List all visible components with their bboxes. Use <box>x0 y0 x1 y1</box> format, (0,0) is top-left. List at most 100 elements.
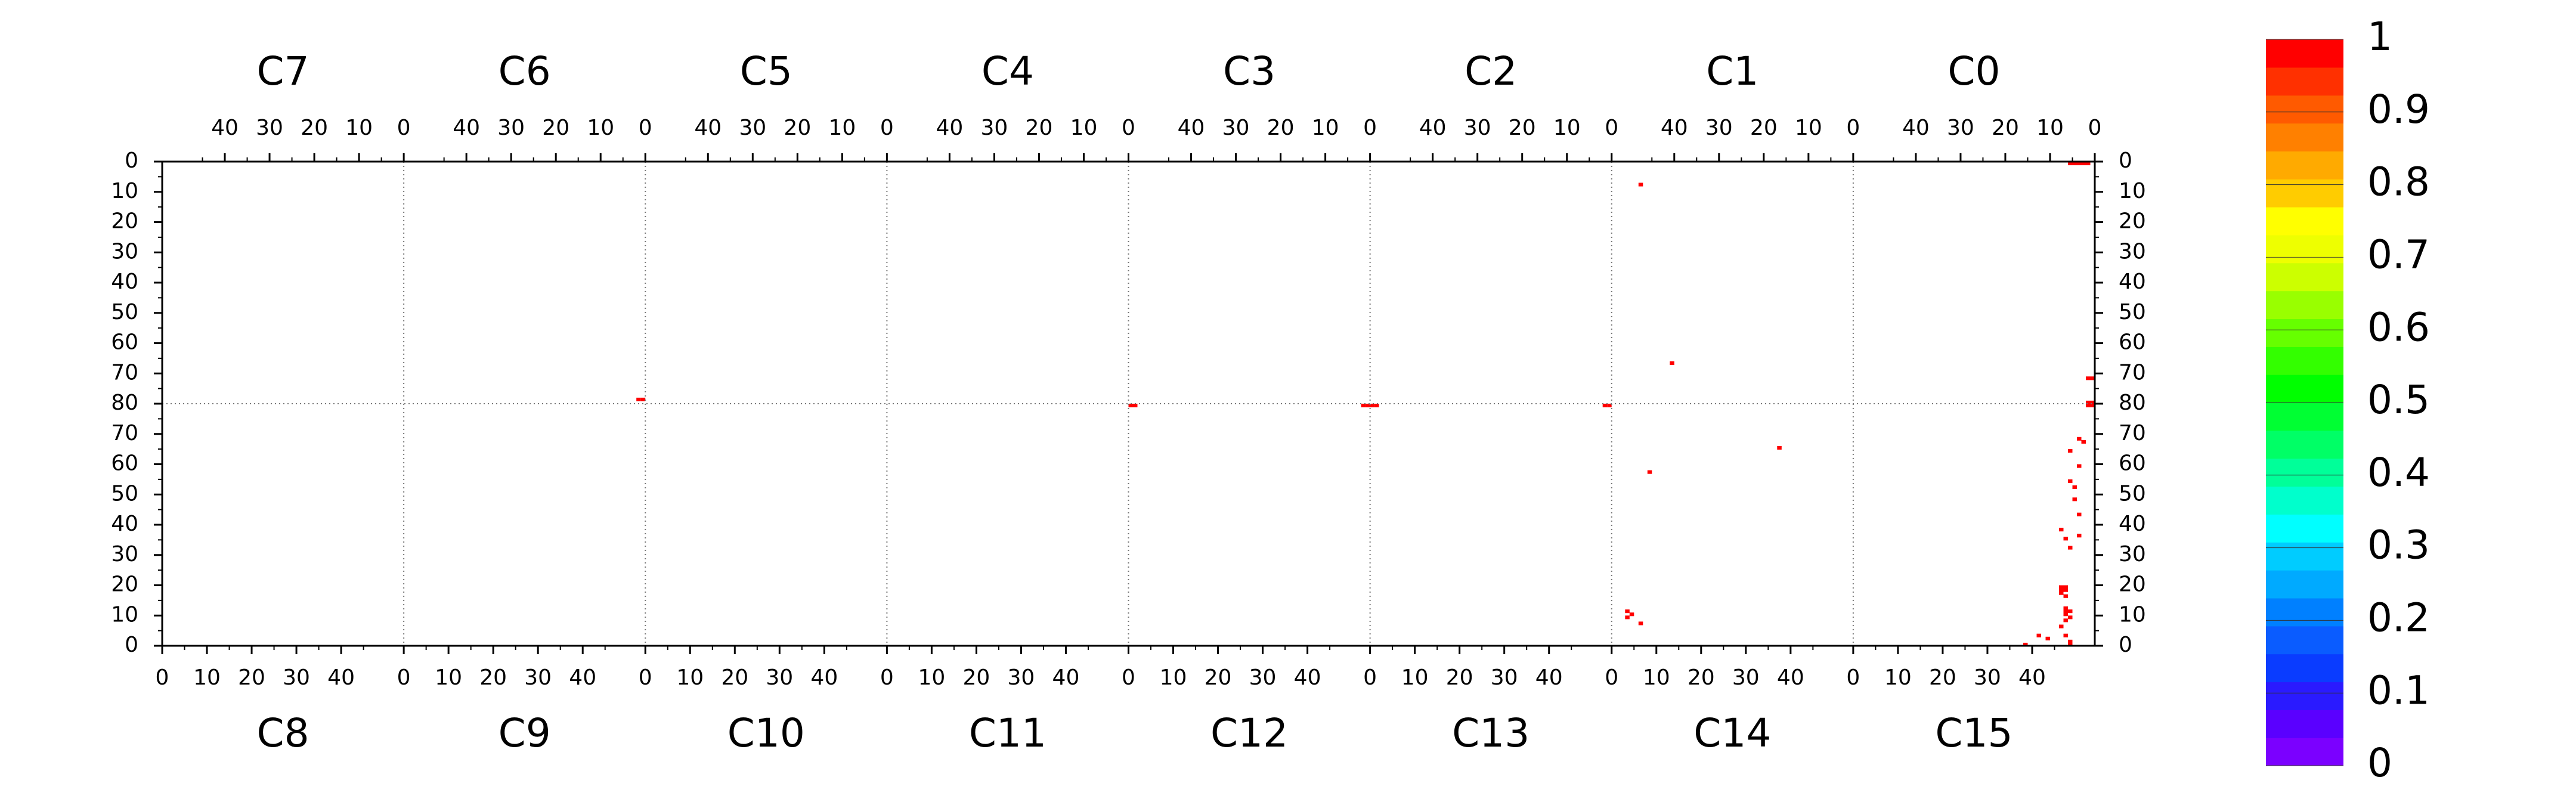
top-x-tick-label: 0 <box>2088 116 2102 140</box>
colorbar-segment <box>2266 207 2343 236</box>
right-y-tick-label: 50 <box>2119 300 2146 324</box>
hit-cell <box>2068 639 2073 643</box>
bottom-x-tick-label: 0 <box>1846 665 1860 690</box>
top-x-tick-label: 30 <box>256 116 283 140</box>
colorbar-segment <box>2266 570 2343 599</box>
colorbar-segment <box>2266 738 2343 766</box>
top-x-tick-label: 10 <box>1795 116 1822 140</box>
bottom-x-tick-label: 0 <box>880 665 894 690</box>
bottom-x-tick-label: 20 <box>479 665 507 690</box>
bottom-x-tick-label: 40 <box>1294 665 1321 690</box>
bottom-x-tick-label: 10 <box>918 665 945 690</box>
top-x-tick-label: 20 <box>301 116 328 140</box>
top-chamber-label: C0 <box>1948 48 2000 94</box>
top-x-tick-label: 20 <box>1267 116 1295 140</box>
top-x-tick-label: 30 <box>1222 116 1250 140</box>
right-y-tick-label: 40 <box>2119 512 2146 536</box>
hit-cell <box>2090 404 2095 408</box>
top-x-tick-label: 20 <box>1509 116 1536 140</box>
top-chamber-label: C4 <box>982 48 1034 94</box>
bottom-chamber-label: C13 <box>1452 710 1530 756</box>
top-x-tick-label: 20 <box>1992 116 2019 140</box>
hit-cell <box>2063 585 2068 589</box>
colorbar-segment <box>2266 95 2343 124</box>
hit-cell <box>2063 606 2068 611</box>
top-x-tick-label: 40 <box>694 116 722 140</box>
top-x-tick-label: 40 <box>1661 116 1688 140</box>
left-y-tick-label: 60 <box>111 330 138 355</box>
right-y-tick-label: 80 <box>2119 391 2146 415</box>
bottom-x-tick-label: 0 <box>1363 665 1377 690</box>
bottom-x-tick-label: 30 <box>1974 665 2001 690</box>
right-y-tick-label: 0 <box>2119 148 2132 173</box>
top-x-tick-label: 10 <box>2036 116 2064 140</box>
bottom-x-tick-label: 10 <box>1401 665 1429 690</box>
colorbar-tick-label: 0.5 <box>2367 377 2430 423</box>
hit-cell <box>1133 404 1138 408</box>
hit-cell <box>2063 594 2068 598</box>
hit-cell <box>2081 162 2086 166</box>
hit-cell <box>1638 621 1643 626</box>
hit-cell <box>2086 376 2091 380</box>
hit-cell <box>1361 404 1366 408</box>
colorbar-segment <box>2266 402 2343 431</box>
top-chamber-label: C1 <box>1706 48 1758 94</box>
colorbar-tick-label: 0.8 <box>2367 159 2430 205</box>
bottom-x-tick-label: 0 <box>1605 665 1618 690</box>
colorbar-segment <box>2266 374 2343 403</box>
hit-cell <box>1625 615 1630 620</box>
top-x-tick-label: 10 <box>1553 116 1581 140</box>
bottom-x-tick-label: 20 <box>1446 665 1473 690</box>
left-y-tick-label: 10 <box>111 602 138 627</box>
top-x-tick-label: 10 <box>1070 116 1098 140</box>
right-y-tick-label: 60 <box>2119 330 2146 355</box>
hit-cell <box>2086 400 2091 404</box>
bottom-x-tick-label: 20 <box>721 665 748 690</box>
top-x-tick-label: 20 <box>542 116 569 140</box>
top-x-tick-label: 10 <box>1312 116 1339 140</box>
top-x-tick-label: 30 <box>981 116 1008 140</box>
left-y-tick-label: 20 <box>111 572 138 597</box>
hit-cell <box>1602 404 1608 408</box>
bottom-x-tick-label: 30 <box>1732 665 1760 690</box>
hit-cell <box>1625 609 1630 614</box>
hit-cell <box>636 397 641 401</box>
bottom-x-tick-label: 40 <box>2018 665 2046 690</box>
axis-labels: 40 30 20 10 0 C7 0 10 20 30 40 C8 40 30 20 10 0 C6 0 10 20 30… <box>111 48 2146 756</box>
bottom-x-tick-label: 30 <box>283 665 310 690</box>
top-x-tick-label: 10 <box>345 116 373 140</box>
bottom-x-tick-label: 20 <box>1929 665 1956 690</box>
bottom-x-tick-label: 0 <box>1122 665 1135 690</box>
colorbar: 0 0.1 0.2 0.3 0.4 0.5 0.6 0.7 0.8 0.9 1 <box>2266 14 2430 786</box>
hit-cell <box>2072 162 2077 166</box>
hit-cell <box>2086 404 2091 408</box>
left-y-tick-label: 40 <box>111 512 138 536</box>
top-x-tick-label: 30 <box>497 116 525 140</box>
bottom-x-tick-label: 20 <box>238 665 265 690</box>
hit-cell <box>2059 588 2064 592</box>
bottom-x-tick-label: 10 <box>193 665 221 690</box>
top-x-tick-label: 0 <box>639 116 652 140</box>
hit-cell <box>2059 624 2064 628</box>
top-x-tick-label: 0 <box>1122 116 1135 140</box>
hit-cell <box>2063 537 2068 541</box>
hit-cell <box>2077 512 2082 516</box>
left-y-tick-label: 70 <box>111 360 138 385</box>
top-x-tick-label: 0 <box>397 116 411 140</box>
bottom-x-tick-label: 10 <box>1884 665 1912 690</box>
top-x-tick-label: 40 <box>1419 116 1447 140</box>
hit-cell <box>2068 546 2073 550</box>
colorbar-tick-label: 0.6 <box>2367 304 2430 350</box>
hit-cell <box>2059 585 2064 589</box>
top-x-tick-label: 10 <box>587 116 614 140</box>
top-x-tick-label: 0 <box>880 116 894 140</box>
hit-cell <box>2068 609 2073 614</box>
top-x-tick-label: 20 <box>1026 116 1053 140</box>
hit-cell <box>2068 449 2073 453</box>
colorbar-segment <box>2266 67 2343 96</box>
colorbar-segment <box>2266 318 2343 347</box>
right-y-tick-label: 70 <box>2119 421 2146 445</box>
hit-cell <box>2068 642 2073 646</box>
hit-cell <box>2077 162 2082 166</box>
